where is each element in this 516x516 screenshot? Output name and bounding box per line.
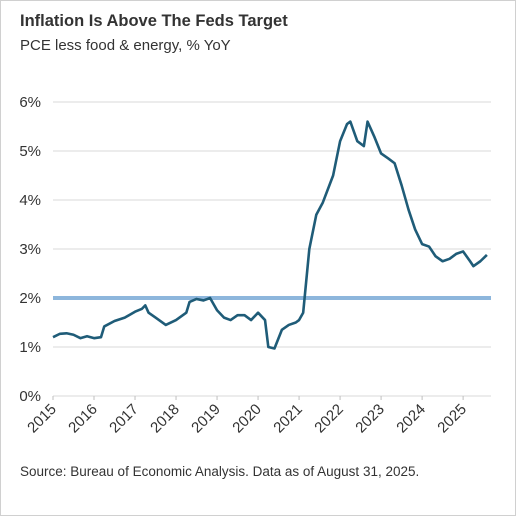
x-tick-label: 2024 — [393, 401, 429, 437]
data-line — [52, 120, 488, 350]
x-tick-label: 2025 — [434, 401, 470, 437]
y-tick-label: 1% — [19, 339, 41, 356]
y-tick-label: 5% — [19, 143, 41, 160]
x-tick-label: 2022 — [311, 401, 347, 437]
x-tick-label: 2015 — [24, 401, 60, 437]
source-note: Source: Bureau of Economic Analysis. Dat… — [20, 464, 420, 479]
y-tick-label: 0% — [19, 388, 41, 405]
x-tick-label: 2018 — [147, 401, 183, 437]
x-tick-label: 2021 — [270, 401, 306, 437]
y-tick-label: 3% — [19, 241, 41, 258]
y-tick-label: 6% — [19, 94, 41, 111]
x-tick-label: 2017 — [106, 401, 142, 437]
x-tick-label: 2020 — [229, 401, 265, 437]
x-tick-label: 2016 — [65, 401, 101, 437]
y-tick-label: 2% — [19, 290, 41, 307]
x-tick-label: 2023 — [352, 401, 388, 437]
chart-title: Inflation Is Above The Feds Target — [20, 12, 288, 30]
x-tick-label: 2019 — [188, 401, 224, 437]
y-tick-label: 4% — [19, 192, 41, 209]
chart-subtitle: PCE less food & energy, % YoY — [20, 37, 231, 54]
